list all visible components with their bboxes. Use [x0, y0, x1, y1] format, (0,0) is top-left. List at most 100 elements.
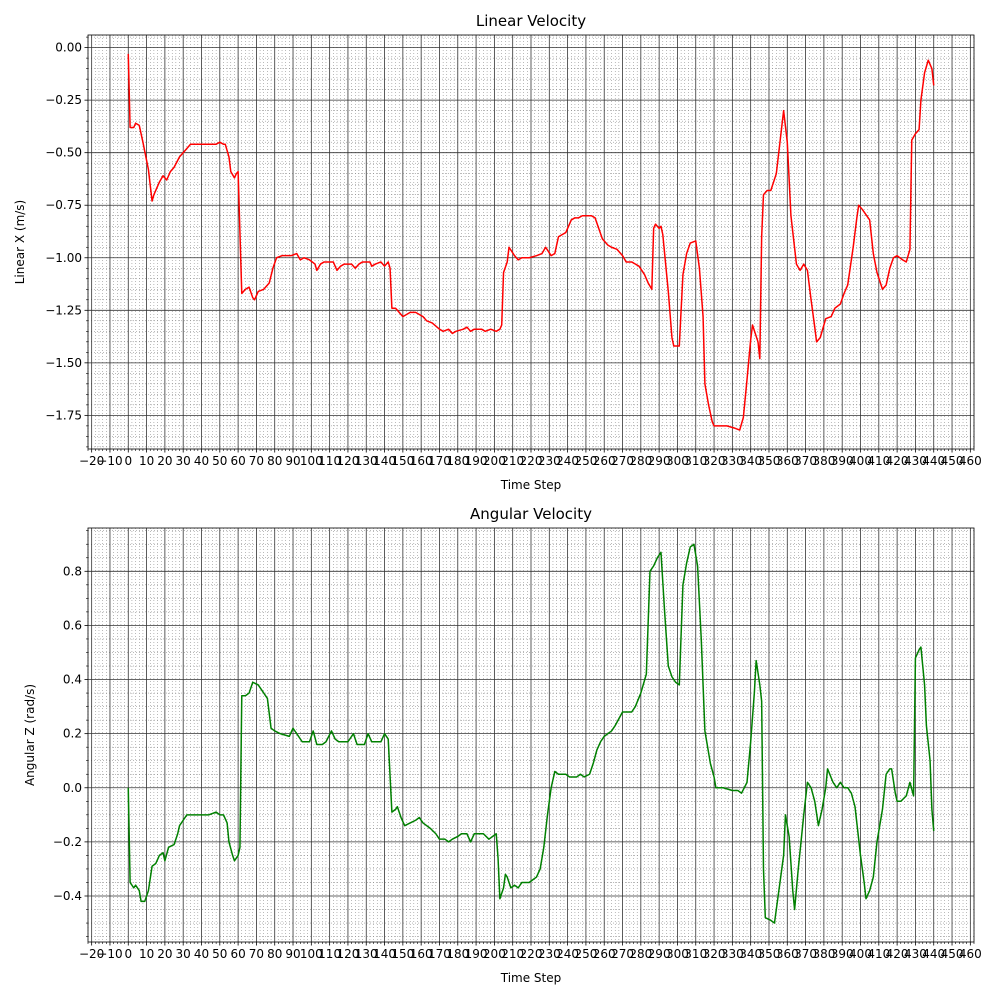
x-tick-label: 340 — [739, 454, 762, 468]
x-tick-label: 420 — [886, 947, 909, 961]
x-tick-label: 130 — [355, 947, 378, 961]
x-tick-label: 370 — [794, 454, 817, 468]
x-tick-label: 110 — [318, 947, 341, 961]
x-tick-label: 60 — [230, 454, 245, 468]
x-tick-label: 60 — [230, 947, 245, 961]
y-axis-label: Angular Z (rad/s) — [23, 684, 37, 786]
x-tick-label: 330 — [721, 454, 744, 468]
x-tick-label: 150 — [391, 454, 414, 468]
x-tick-label: 390 — [831, 454, 854, 468]
x-tick-label: 450 — [941, 454, 964, 468]
x-tick-label: 270 — [611, 947, 634, 961]
x-tick-label: 430 — [904, 947, 927, 961]
x-tick-label: 280 — [629, 947, 652, 961]
x-tick-label: 150 — [391, 947, 414, 961]
x-tick-label: 360 — [776, 454, 799, 468]
chart-title: Linear Velocity — [476, 12, 586, 30]
x-axis-label: Time Step — [500, 971, 562, 985]
x-tick-label: 270 — [611, 454, 634, 468]
x-tick-label: 380 — [812, 947, 835, 961]
x-tick-label: 20 — [157, 947, 172, 961]
x-axis-label: Time Step — [500, 478, 562, 492]
x-tick-label: −10 — [97, 947, 122, 961]
x-tick-label: 40 — [194, 454, 209, 468]
x-tick-label: 30 — [176, 947, 191, 961]
x-tick-label: 240 — [556, 454, 579, 468]
x-tick-label: 400 — [849, 454, 872, 468]
y-tick-label: −0.2 — [53, 835, 82, 849]
x-tick-label: 310 — [684, 947, 707, 961]
plot-frame — [87, 527, 975, 943]
data-line — [127, 543, 935, 924]
y-tick-label: −0.75 — [45, 198, 82, 212]
x-tick-label: 320 — [703, 454, 726, 468]
x-tick-label: 460 — [959, 454, 982, 468]
x-tick-label: 440 — [922, 947, 945, 961]
x-tick-label: 40 — [194, 947, 209, 961]
x-tick-label: 20 — [157, 454, 172, 468]
y-tick-label: −1.00 — [45, 251, 82, 265]
x-tick-label: 10 — [139, 454, 154, 468]
y-tick-label: −1.25 — [45, 303, 82, 317]
x-tick-label: 70 — [249, 947, 264, 961]
x-tick-label: 260 — [593, 947, 616, 961]
x-tick-label: 120 — [336, 947, 359, 961]
x-tick-label: 320 — [703, 947, 726, 961]
x-tick-label: 0 — [124, 454, 132, 468]
x-tick-label: 290 — [648, 947, 671, 961]
x-tick-label: 50 — [212, 947, 227, 961]
x-tick-label: 410 — [867, 947, 890, 961]
y-tick-label: −0.25 — [45, 93, 82, 107]
x-tick-label: 80 — [267, 454, 282, 468]
x-tick-label: 170 — [428, 454, 451, 468]
x-tick-label: 210 — [501, 454, 524, 468]
x-tick-label: 100 — [300, 947, 323, 961]
x-tick-label: 230 — [538, 454, 561, 468]
y-tick-label: 0.6 — [63, 618, 82, 632]
y-axis-label: Linear X (m/s) — [13, 200, 27, 285]
x-tick-label: 120 — [336, 454, 359, 468]
x-tick-label: 10 — [139, 947, 154, 961]
chart-title: Angular Velocity — [470, 505, 592, 523]
x-tick-label: 220 — [520, 454, 543, 468]
x-tick-label: 140 — [373, 454, 396, 468]
x-tick-label: 180 — [446, 947, 469, 961]
data-line — [127, 53, 935, 431]
x-tick-label: 130 — [355, 454, 378, 468]
x-tick-label: 30 — [176, 454, 191, 468]
x-tick-label: 280 — [629, 454, 652, 468]
x-tick-label: 460 — [959, 947, 982, 961]
x-tick-label: 190 — [465, 947, 488, 961]
y-tick-label: −1.50 — [45, 356, 82, 370]
x-tick-label: 50 — [212, 454, 227, 468]
x-tick-label: 250 — [574, 454, 597, 468]
x-tick-label: 70 — [249, 454, 264, 468]
y-tick-label: −0.4 — [53, 889, 82, 903]
x-tick-label: 440 — [922, 454, 945, 468]
x-tick-label: 450 — [941, 947, 964, 961]
x-tick-label: 350 — [758, 454, 781, 468]
y-tick-label: −1.75 — [45, 408, 82, 422]
y-tick-label: 0.0 — [63, 781, 82, 795]
x-tick-label: 380 — [812, 454, 835, 468]
plot-frame — [87, 34, 975, 450]
x-tick-label: 350 — [758, 947, 781, 961]
x-tick-label: −20 — [79, 947, 104, 961]
y-tick-label: 0.4 — [63, 673, 82, 687]
y-tick-label: −0.50 — [45, 146, 82, 160]
x-tick-label: 140 — [373, 947, 396, 961]
x-tick-label: 370 — [794, 947, 817, 961]
x-tick-label: 240 — [556, 947, 579, 961]
y-tick-label: 0.2 — [63, 727, 82, 741]
x-tick-label: 250 — [574, 947, 597, 961]
x-tick-label: −10 — [97, 454, 122, 468]
x-tick-label: 160 — [410, 454, 433, 468]
x-tick-label: 400 — [849, 947, 872, 961]
x-tick-label: 390 — [831, 947, 854, 961]
x-tick-label: 410 — [867, 454, 890, 468]
x-tick-label: 310 — [684, 454, 707, 468]
y-tick-label: 0.00 — [55, 41, 82, 55]
x-tick-label: 230 — [538, 947, 561, 961]
x-tick-label: 170 — [428, 947, 451, 961]
x-tick-label: 200 — [483, 454, 506, 468]
